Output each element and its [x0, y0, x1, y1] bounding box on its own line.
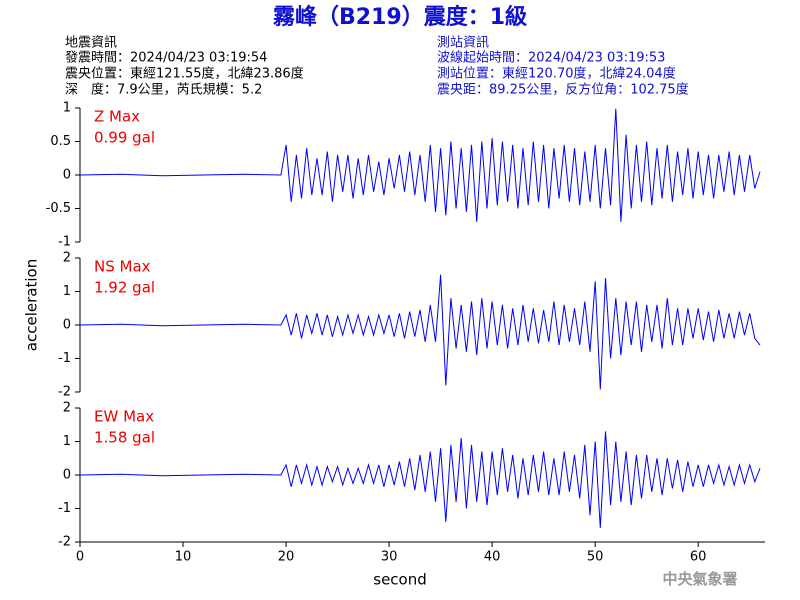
annotation-value: 0.99 gal: [94, 129, 155, 147]
left-info: 地震資訊 發震時間：2024/04/23 03:19:54 震央位置：東經121…: [65, 36, 304, 98]
y-tick-label: -1: [58, 235, 71, 250]
x-tick-label: 20: [278, 550, 295, 565]
x-tick-label: 60: [690, 550, 707, 565]
y-tick-label: -2: [58, 385, 71, 400]
info-line: 深 度：7.9公里，芮氏規模：5.2: [65, 82, 262, 98]
y-tick-label: 1: [63, 434, 71, 449]
waveform: [79, 274, 761, 390]
x-axis-label: second: [373, 571, 427, 589]
info-line: 地震資訊: [65, 36, 117, 51]
waveform: [79, 108, 761, 222]
annotation: Z Max: [94, 108, 140, 126]
y-tick-label: -0.5: [46, 201, 71, 216]
y-tick-label: -2: [58, 535, 71, 550]
info-line: 測站資訊: [437, 36, 489, 51]
info-line: 震央距：89.25公里，反方位角：102.75度: [437, 82, 689, 98]
waveform: [79, 431, 761, 528]
y-tick-label: 2: [63, 401, 71, 416]
annotation: EW Max: [94, 408, 154, 426]
info-line: 發震時間：2024/04/23 03:19:54: [65, 51, 267, 66]
x-tick-label: 50: [587, 550, 604, 565]
info-line: 波線起始時間：2024/04/23 03:19:53: [437, 50, 665, 66]
footer: 中央氣象署: [662, 570, 737, 588]
x-tick-label: 0: [76, 550, 84, 565]
y-tick-label: -1: [58, 501, 71, 516]
y-tick-label: 0: [63, 168, 71, 183]
y-tick-label: 1: [63, 284, 71, 299]
annotation-value: 1.58 gal: [94, 429, 155, 447]
y-tick-label: -1: [58, 351, 71, 366]
info-line: 測站位置：東經120.70度，北緯24.04度: [437, 66, 676, 82]
right-info: 測站資訊 波線起始時間：2024/04/23 03:19:53 測站位置：東經1…: [437, 36, 689, 98]
x-tick-label: 40: [484, 550, 501, 565]
y-tick-label: 0: [63, 468, 71, 483]
info-line: 震央位置：東經121.55度，北緯23.86度: [65, 66, 304, 82]
y-tick-label: 0: [63, 318, 71, 333]
annotation: NS Max: [94, 258, 151, 276]
y-tick-label: 2: [63, 251, 71, 266]
y-tick-label: 0.5: [50, 134, 71, 149]
x-tick-label: 30: [381, 550, 398, 565]
y-tick-label: 1: [63, 101, 71, 116]
y-axis-label: acceleration: [23, 259, 41, 351]
chart-title: 霧峰（B219）震度：1級: [272, 4, 527, 30]
annotation-value: 1.92 gal: [94, 279, 155, 297]
x-tick-label: 10: [175, 550, 192, 565]
